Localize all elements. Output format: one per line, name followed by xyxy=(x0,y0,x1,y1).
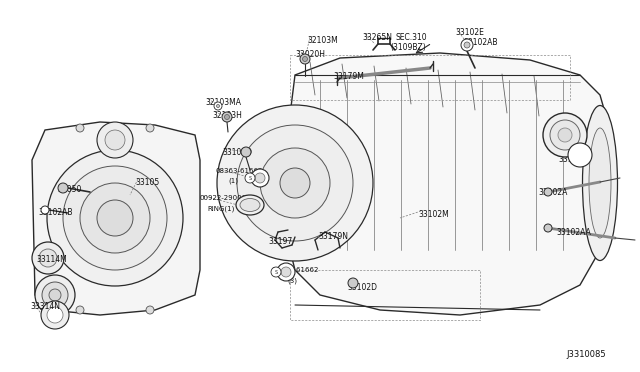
Circle shape xyxy=(97,200,133,236)
Circle shape xyxy=(544,188,552,196)
Circle shape xyxy=(348,278,358,288)
Text: J3310085: J3310085 xyxy=(566,350,605,359)
Circle shape xyxy=(39,249,57,267)
Text: 33197: 33197 xyxy=(268,237,292,246)
Text: 00922-29000: 00922-29000 xyxy=(200,195,247,201)
Circle shape xyxy=(105,130,125,150)
Text: 33102M: 33102M xyxy=(418,210,449,219)
Circle shape xyxy=(217,105,373,261)
Circle shape xyxy=(214,102,222,110)
Circle shape xyxy=(464,42,470,48)
Circle shape xyxy=(47,307,63,323)
Circle shape xyxy=(146,124,154,132)
Circle shape xyxy=(245,173,255,183)
Circle shape xyxy=(558,128,572,142)
Circle shape xyxy=(251,169,269,187)
Text: 32103MA: 32103MA xyxy=(205,98,241,107)
Text: 08363-61662: 08363-61662 xyxy=(272,267,319,273)
Text: 33102AA: 33102AA xyxy=(556,228,591,237)
Circle shape xyxy=(146,306,154,314)
Circle shape xyxy=(58,183,68,193)
Circle shape xyxy=(280,168,310,198)
Text: RING(1): RING(1) xyxy=(207,205,234,212)
Circle shape xyxy=(216,105,220,108)
Circle shape xyxy=(41,206,49,214)
Circle shape xyxy=(550,120,580,150)
Circle shape xyxy=(255,173,265,183)
Text: 33020H: 33020H xyxy=(295,50,325,59)
Text: 33102AB: 33102AB xyxy=(38,208,72,217)
Circle shape xyxy=(63,166,167,270)
Text: 32103H: 32103H xyxy=(212,111,242,120)
Circle shape xyxy=(97,122,133,158)
Circle shape xyxy=(49,289,61,301)
Text: 33102AB: 33102AB xyxy=(463,38,497,47)
Circle shape xyxy=(35,275,75,315)
Text: 33179N: 33179N xyxy=(318,232,348,241)
Circle shape xyxy=(241,147,251,157)
Circle shape xyxy=(277,263,295,281)
Polygon shape xyxy=(285,53,610,315)
Text: 32103M: 32103M xyxy=(307,36,338,45)
Circle shape xyxy=(281,267,291,277)
Text: 33102E: 33102E xyxy=(455,28,484,37)
Ellipse shape xyxy=(589,128,611,238)
Text: SEC.310: SEC.310 xyxy=(395,33,427,42)
Text: 33114M: 33114M xyxy=(36,255,67,264)
Text: 33105: 33105 xyxy=(135,178,159,187)
Text: S: S xyxy=(248,176,252,180)
Ellipse shape xyxy=(240,199,260,212)
Circle shape xyxy=(222,112,232,122)
Text: 33265N: 33265N xyxy=(362,33,392,42)
Circle shape xyxy=(42,282,68,308)
Circle shape xyxy=(32,242,64,274)
Circle shape xyxy=(80,183,150,253)
Text: 33102D: 33102D xyxy=(222,148,252,157)
Ellipse shape xyxy=(582,106,618,260)
Polygon shape xyxy=(32,122,200,315)
Text: (3109BZ): (3109BZ) xyxy=(390,43,426,52)
Circle shape xyxy=(47,150,183,286)
Circle shape xyxy=(76,124,84,132)
Circle shape xyxy=(225,115,230,119)
Text: 33050: 33050 xyxy=(57,185,81,194)
Text: 33114: 33114 xyxy=(558,155,582,164)
Text: 33179M: 33179M xyxy=(333,72,364,81)
Circle shape xyxy=(544,224,552,232)
Circle shape xyxy=(303,57,307,61)
Text: 33102A: 33102A xyxy=(538,188,568,197)
Text: S: S xyxy=(275,269,278,275)
Text: (3): (3) xyxy=(287,277,297,283)
Circle shape xyxy=(568,143,592,167)
Circle shape xyxy=(461,39,473,51)
Ellipse shape xyxy=(236,195,264,215)
Circle shape xyxy=(543,113,587,157)
Circle shape xyxy=(300,54,310,64)
Text: (1): (1) xyxy=(228,178,238,185)
Circle shape xyxy=(41,301,69,329)
Circle shape xyxy=(76,306,84,314)
Text: 33102D: 33102D xyxy=(347,283,377,292)
Text: 08363-61662: 08363-61662 xyxy=(215,168,262,174)
Circle shape xyxy=(271,267,281,277)
Text: 33314N: 33314N xyxy=(30,302,60,311)
Circle shape xyxy=(260,148,330,218)
Circle shape xyxy=(237,125,353,241)
